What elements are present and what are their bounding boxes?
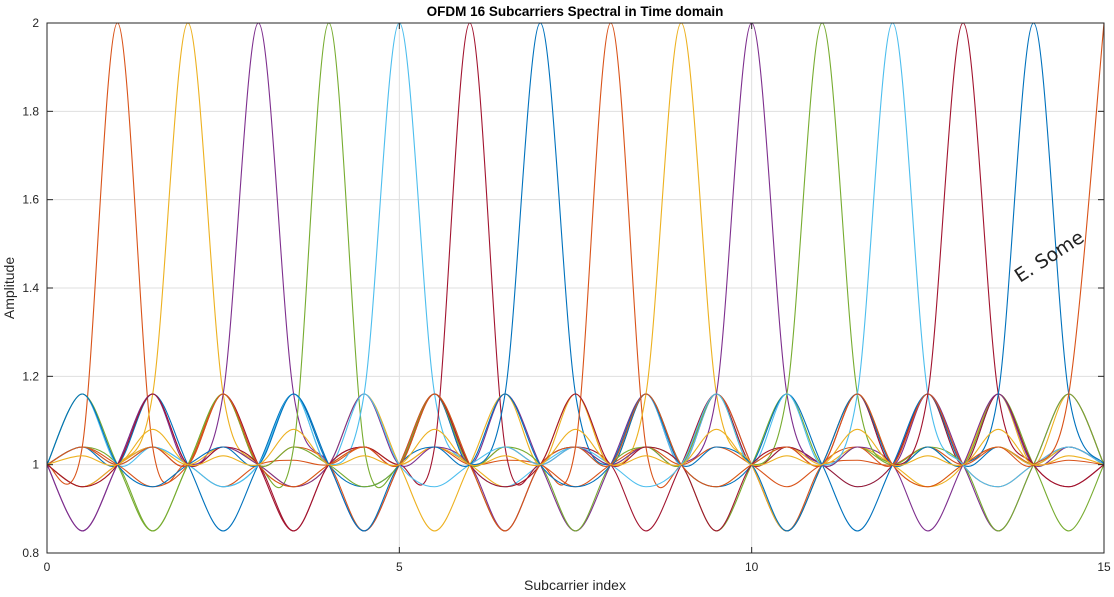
series-line <box>46 22 1105 488</box>
series-line <box>46 22 1105 532</box>
y-tick-label: 1.8 <box>22 104 39 118</box>
series-line <box>46 22 1105 532</box>
x-axis-label: Subcarrier index <box>524 577 626 593</box>
y-tick-label: 1.2 <box>22 369 39 383</box>
y-tick-label: 1.6 <box>22 193 39 207</box>
series-curves <box>46 22 1105 532</box>
chart-title: OFDM 16 Subcarriers Spectral in Time dom… <box>427 4 724 19</box>
tick-labels: 0 5 10 15 0.8 1 1.2 1.4 1.6 1.8 2 <box>22 16 1111 574</box>
x-tick-label: 10 <box>745 560 759 574</box>
y-tick-label: 2 <box>32 16 39 30</box>
grid-lines <box>47 23 1104 553</box>
tick-marks <box>46 22 1105 554</box>
x-tick-label: 0 <box>44 560 51 574</box>
y-tick-label: 0.8 <box>22 546 39 560</box>
series-line <box>46 428 1105 467</box>
y-tick-label: 1 <box>32 458 39 472</box>
x-tick-label: 15 <box>1097 560 1111 574</box>
y-tick-label: 1.4 <box>22 281 39 295</box>
x-tick-label: 5 <box>396 560 403 574</box>
y-axis-label: Amplitude <box>1 257 17 319</box>
